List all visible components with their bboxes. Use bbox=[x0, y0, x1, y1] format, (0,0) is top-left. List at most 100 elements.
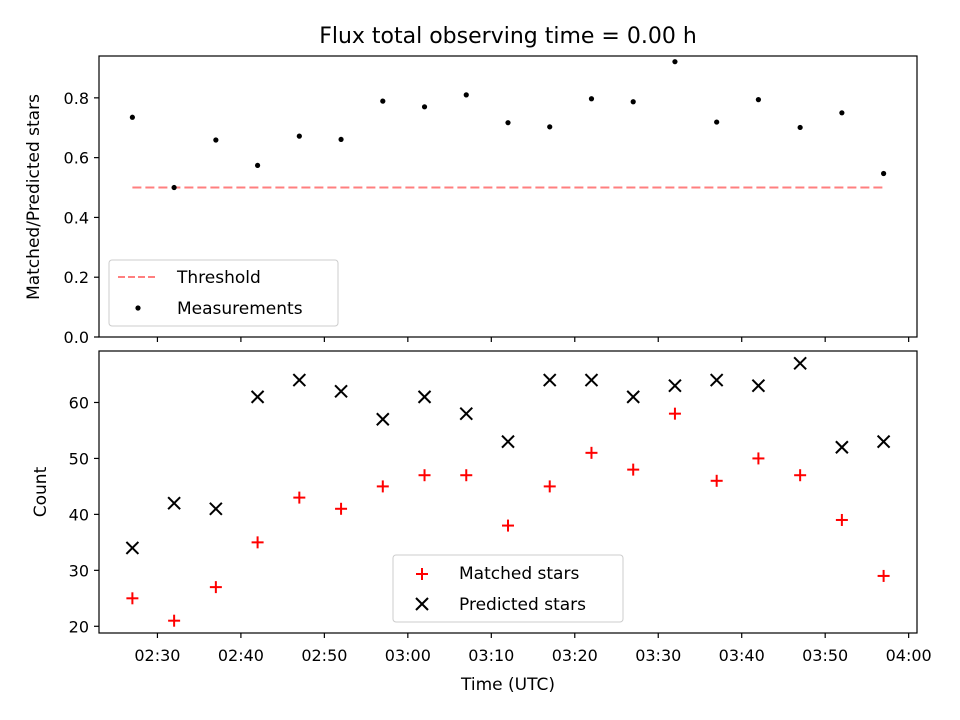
measurement-point bbox=[463, 92, 469, 98]
predicted-star-point bbox=[835, 440, 849, 454]
top-panel: 0.00.20.40.60.8 Matched/Predicted stars … bbox=[24, 55, 918, 347]
matched-star-point bbox=[502, 519, 514, 532]
top-y-tick-label: 0.0 bbox=[64, 328, 89, 347]
x-tick-label: 03:20 bbox=[552, 646, 598, 665]
measurement-point bbox=[755, 97, 762, 103]
matched-star-point bbox=[710, 474, 723, 487]
matched-star-point bbox=[752, 452, 765, 465]
measurement-point bbox=[672, 59, 678, 65]
top-y-axis-label: Matched/Predicted stars bbox=[24, 94, 44, 300]
measurement-point bbox=[588, 96, 595, 102]
matched-star-point bbox=[418, 469, 431, 482]
bottom-y-tick-label: 50 bbox=[69, 449, 89, 468]
matched-star-point bbox=[376, 480, 389, 493]
bottom-x-ticks: 02:30 02:40 02:50 03:00 03:10 03:20 03:30 03:40… bbox=[134, 633, 932, 665]
measurement-point bbox=[881, 170, 887, 177]
matched-legend-swatch bbox=[416, 568, 428, 580]
matched-star-point bbox=[293, 491, 306, 504]
matched-star-point bbox=[794, 469, 807, 482]
top-y-ticks: 0.0 0.2 0.4 0.6 0.8 bbox=[64, 89, 99, 347]
measurement-point bbox=[797, 124, 803, 131]
measurement-point bbox=[338, 136, 344, 143]
bottom-y-tick-label: 60 bbox=[69, 393, 89, 412]
matched-star-point bbox=[251, 536, 264, 549]
x-tick-label: 03:10 bbox=[468, 646, 514, 665]
predicted-star-point bbox=[209, 502, 223, 516]
x-axis-label: Time (UTC) bbox=[460, 675, 555, 695]
matched-star-point bbox=[877, 569, 890, 582]
x-tick-label: 02:30 bbox=[134, 646, 180, 665]
x-tick-label: 02:50 bbox=[301, 646, 347, 665]
top-y-tick-label: 0.8 bbox=[64, 89, 89, 108]
bottom-y-tick-label: 20 bbox=[69, 617, 89, 636]
top-y-tick-label: 0.4 bbox=[64, 208, 89, 227]
top-plot-frame bbox=[98, 55, 918, 338]
bottom-y-ticks: 20 30 40 50 60 bbox=[69, 393, 99, 636]
measurement-point bbox=[547, 124, 553, 130]
top-legend: Threshold Measurements bbox=[108, 259, 339, 327]
matched-star-point bbox=[668, 407, 681, 420]
measurement-points bbox=[129, 59, 887, 191]
bottom-y-tick-label: 30 bbox=[69, 561, 89, 580]
bottom-legend-box bbox=[392, 554, 624, 623]
measurement-point bbox=[421, 104, 428, 110]
measurement-point bbox=[380, 98, 386, 104]
matched-star-point bbox=[335, 502, 348, 515]
predicted-star-point bbox=[125, 541, 140, 555]
predicted-star-point bbox=[793, 356, 807, 371]
predicted-star-point bbox=[751, 378, 766, 393]
predicted-star-point bbox=[584, 373, 599, 387]
bottom-legend: Matched stars Predicted stars bbox=[392, 554, 624, 623]
measurement-point bbox=[171, 184, 177, 191]
top-x-ticks bbox=[156, 337, 910, 342]
predicted-star-point bbox=[376, 412, 390, 426]
measurements-legend-swatch bbox=[135, 305, 141, 311]
matched-star-point bbox=[543, 480, 556, 493]
predicted-star-point bbox=[250, 390, 265, 404]
measurements-legend-label: Measurements bbox=[177, 299, 303, 319]
measurement-point bbox=[630, 99, 636, 105]
bottom-y-axis-label: Count bbox=[31, 466, 51, 517]
x-tick-label: 04:00 bbox=[886, 646, 932, 665]
threshold-legend-label: Threshold bbox=[176, 268, 261, 288]
x-tick-label: 03:30 bbox=[635, 646, 681, 665]
measurement-point bbox=[129, 114, 135, 120]
bottom-panel: 20 30 40 50 60 02:30 02:40 02:50 03:00 03:10 03:2… bbox=[31, 350, 932, 695]
predicted-star-point bbox=[292, 373, 307, 387]
matched-star-point bbox=[627, 463, 640, 476]
measurement-point bbox=[839, 110, 845, 116]
predicted-star-point bbox=[876, 434, 891, 449]
predicted-star-point bbox=[334, 384, 348, 398]
predicted-legend-label: Predicted stars bbox=[459, 595, 586, 615]
predicted-star-point bbox=[543, 373, 557, 387]
measurement-point bbox=[505, 120, 511, 126]
matched-star-point bbox=[168, 614, 181, 627]
predicted-star-point bbox=[709, 373, 724, 387]
predicted-star-point bbox=[626, 390, 640, 404]
count-points bbox=[125, 356, 891, 627]
matched-star-point bbox=[209, 581, 222, 594]
matched-star-point bbox=[835, 513, 848, 526]
predicted-star-point bbox=[501, 434, 515, 449]
predicted-star-point bbox=[417, 390, 432, 404]
matched-star-point bbox=[460, 469, 473, 482]
predicted-star-point bbox=[459, 406, 473, 421]
top-y-tick-label: 0.2 bbox=[64, 268, 89, 287]
matched-star-point bbox=[126, 592, 139, 605]
chart-title: Flux total observing time = 0.00 h bbox=[319, 24, 697, 49]
predicted-star-point bbox=[167, 496, 181, 510]
x-tick-label: 03:00 bbox=[385, 646, 431, 665]
top-legend-box bbox=[108, 259, 339, 327]
top-y-tick-label: 0.6 bbox=[64, 149, 89, 168]
predicted-legend-swatch bbox=[415, 597, 429, 611]
measurement-point bbox=[296, 133, 302, 139]
matched-legend-label: Matched stars bbox=[459, 564, 579, 584]
predicted-star-point bbox=[668, 378, 682, 393]
bottom-y-tick-label: 40 bbox=[69, 505, 89, 524]
measurement-point bbox=[254, 162, 261, 169]
x-tick-label: 03:40 bbox=[719, 646, 765, 665]
x-tick-label: 02:40 bbox=[218, 646, 264, 665]
matched-star-point bbox=[585, 446, 598, 459]
bottom-plot-frame bbox=[98, 350, 918, 634]
